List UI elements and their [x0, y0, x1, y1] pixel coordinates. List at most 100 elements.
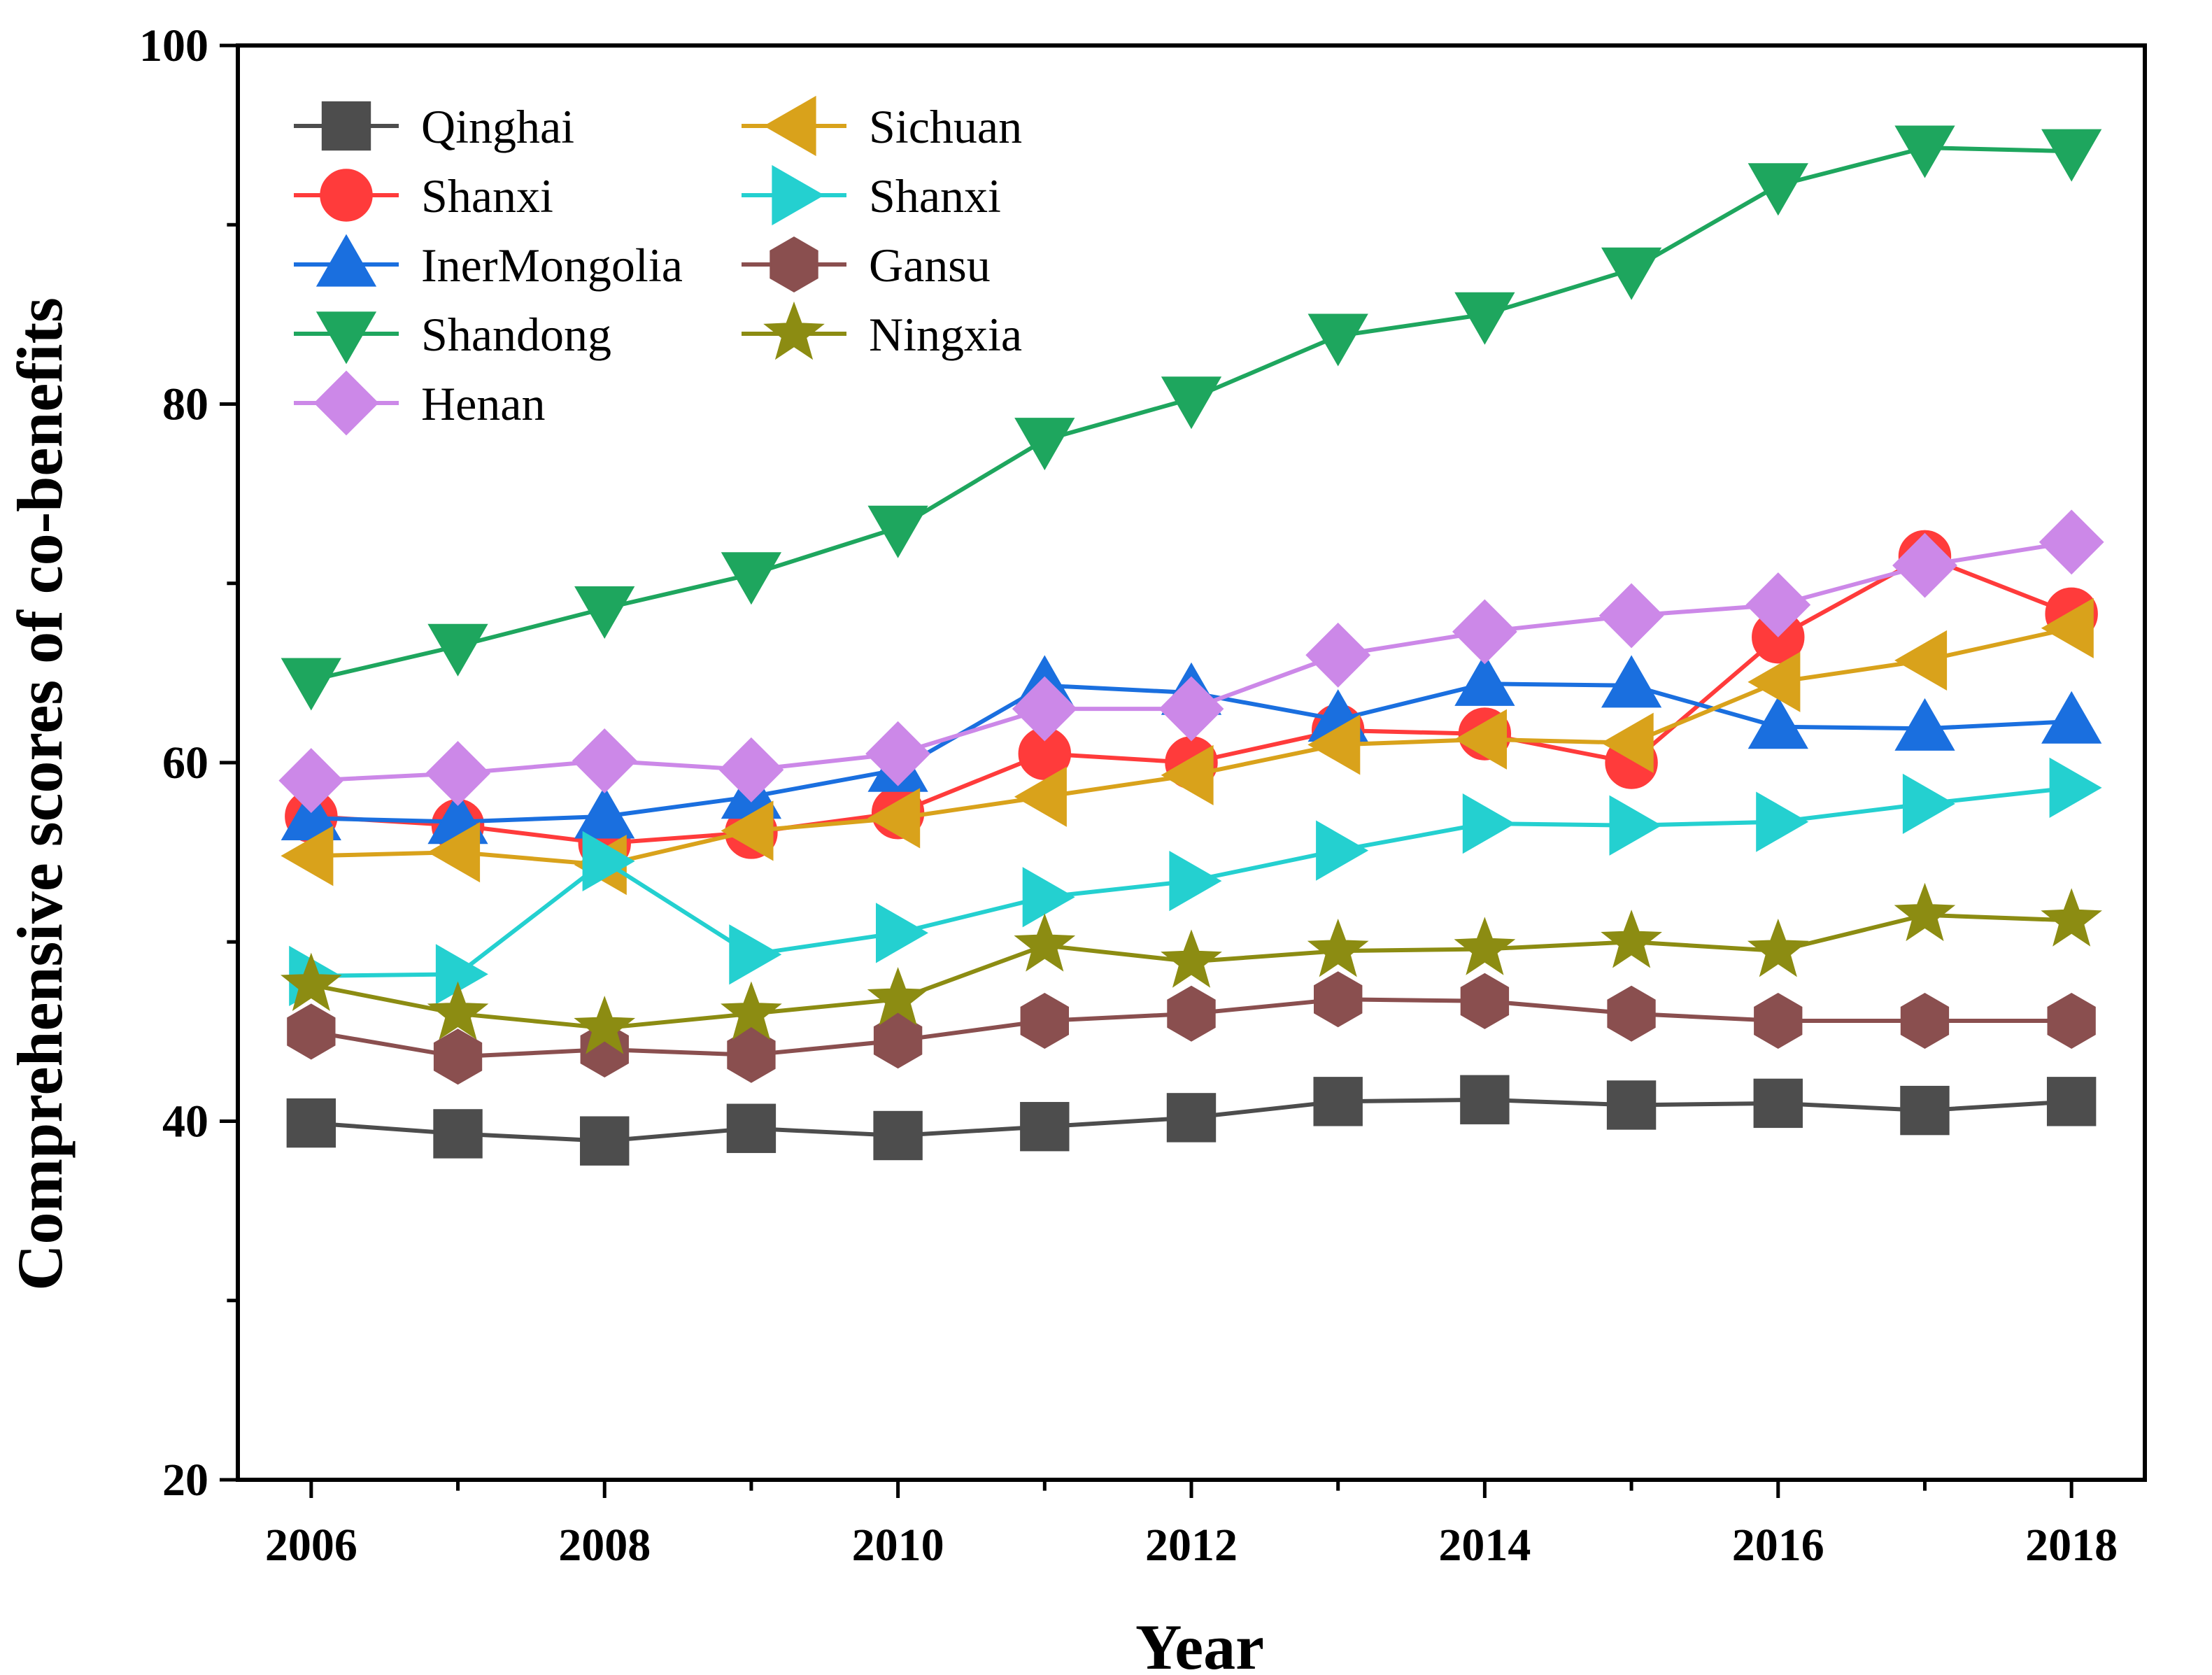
data-point — [2046, 1077, 2097, 1126]
data-point — [287, 1003, 336, 1060]
data-point — [721, 981, 782, 1040]
data-point — [1161, 376, 1222, 430]
series-ningxia-8 — [281, 882, 2102, 1054]
data-point — [867, 788, 921, 849]
x-tick-label: 2012 — [1145, 1520, 1238, 1571]
legend-label: Henan — [421, 377, 545, 430]
data-point — [1607, 985, 1656, 1042]
data-point — [1900, 1085, 1950, 1136]
data-point — [1894, 630, 1948, 691]
data-point — [1747, 696, 1808, 749]
series-qinghai-0 — [286, 1075, 2097, 1166]
y-tick-label: 40 — [162, 1096, 208, 1147]
data-point — [1307, 714, 1361, 775]
data-point — [721, 552, 782, 605]
data-point — [1902, 773, 1955, 835]
series-henan-4 — [278, 509, 2104, 814]
data-point — [574, 996, 636, 1054]
data-point — [873, 1110, 923, 1161]
legend-marker — [320, 169, 373, 222]
y-tick-label: 80 — [162, 379, 208, 430]
data-point — [1014, 766, 1067, 827]
data-point — [727, 1026, 776, 1083]
data-point — [2047, 992, 2096, 1049]
x-tick-label: 2006 — [265, 1520, 357, 1571]
data-point — [1462, 793, 1515, 854]
data-point — [1316, 820, 1369, 881]
data-point — [433, 1029, 483, 1085]
data-point — [1753, 1078, 1803, 1129]
data-point — [1305, 622, 1371, 688]
data-point — [1900, 992, 1950, 1049]
data-point — [2041, 691, 2102, 744]
legend-marker — [772, 164, 825, 226]
data-point — [1166, 1093, 1217, 1143]
data-point — [433, 1109, 483, 1159]
data-point — [435, 944, 488, 1005]
legend-item: InerMongolia — [294, 234, 683, 292]
legend-marker — [763, 95, 816, 157]
data-point — [729, 924, 782, 985]
data-point — [1460, 973, 1510, 1029]
legend-label: Gansu — [869, 239, 991, 292]
legend-label: Shanxi — [869, 169, 1001, 222]
x-tick-label: 2010 — [852, 1520, 944, 1571]
series-layer — [278, 125, 2104, 1166]
legend-marker — [313, 370, 379, 436]
data-point — [1020, 1101, 1070, 1152]
data-point — [2041, 888, 2102, 947]
data-point — [1747, 651, 1801, 712]
x-tick-label: 2014 — [1438, 1520, 1531, 1571]
data-point — [286, 1098, 336, 1148]
data-point — [1598, 583, 1664, 649]
data-point — [1460, 1075, 1510, 1124]
legend-label: Qinghai — [421, 100, 574, 153]
data-point — [865, 721, 931, 786]
data-point — [427, 981, 489, 1040]
data-point — [721, 800, 774, 861]
legend-marker — [770, 236, 818, 293]
series-gansu-7 — [287, 971, 2096, 1085]
legend-label: Ningxia — [869, 308, 1022, 361]
axes-layer: 2006 2008 2010 2012 2014 2016 2018 20 40 60 80 100 — [139, 20, 2118, 1571]
data-point — [1606, 1080, 1657, 1130]
data-point — [2049, 757, 2102, 819]
series-shanxi-6 — [289, 757, 2102, 1007]
legend-item: Gansu — [742, 236, 991, 293]
data-point — [726, 1103, 777, 1153]
data-point — [281, 826, 334, 886]
data-point — [1894, 125, 1955, 178]
data-point — [572, 728, 637, 793]
legend-label: Shanxi — [421, 169, 553, 222]
legend-marker — [763, 301, 825, 360]
data-point — [718, 737, 784, 803]
data-point — [1454, 653, 1515, 706]
data-point — [1609, 795, 1662, 856]
data-point — [427, 623, 488, 677]
data-point — [1747, 919, 1809, 977]
data-point — [580, 1116, 630, 1166]
series-shandong-3 — [281, 125, 2102, 711]
data-point — [1454, 709, 1507, 770]
x-tick-label: 2008 — [558, 1520, 651, 1571]
y-axis-title: Comprehensive scores of co-benefits — [4, 297, 76, 1291]
data-point — [281, 952, 342, 1012]
legend-label: Shandong — [421, 308, 611, 361]
data-point — [281, 658, 341, 711]
legend-label: InerMongolia — [421, 239, 683, 292]
data-point — [1745, 572, 1811, 637]
data-point — [1161, 929, 1222, 988]
data-point — [1454, 917, 1516, 975]
data-point — [867, 505, 928, 558]
legend-marker — [321, 101, 371, 151]
y-tick-label: 60 — [162, 737, 208, 789]
data-point — [2039, 509, 2104, 575]
legend-label: Sichuan — [869, 100, 1022, 153]
legend: Qinghai Shanxi InerMongolia Shandong Henan Si… — [294, 95, 1022, 436]
legend-item: Shanxi — [294, 169, 553, 222]
x-tick-label: 2016 — [1732, 1520, 1824, 1571]
data-point — [2041, 129, 2102, 182]
data-point — [1161, 744, 1214, 806]
data-point — [1307, 919, 1369, 977]
